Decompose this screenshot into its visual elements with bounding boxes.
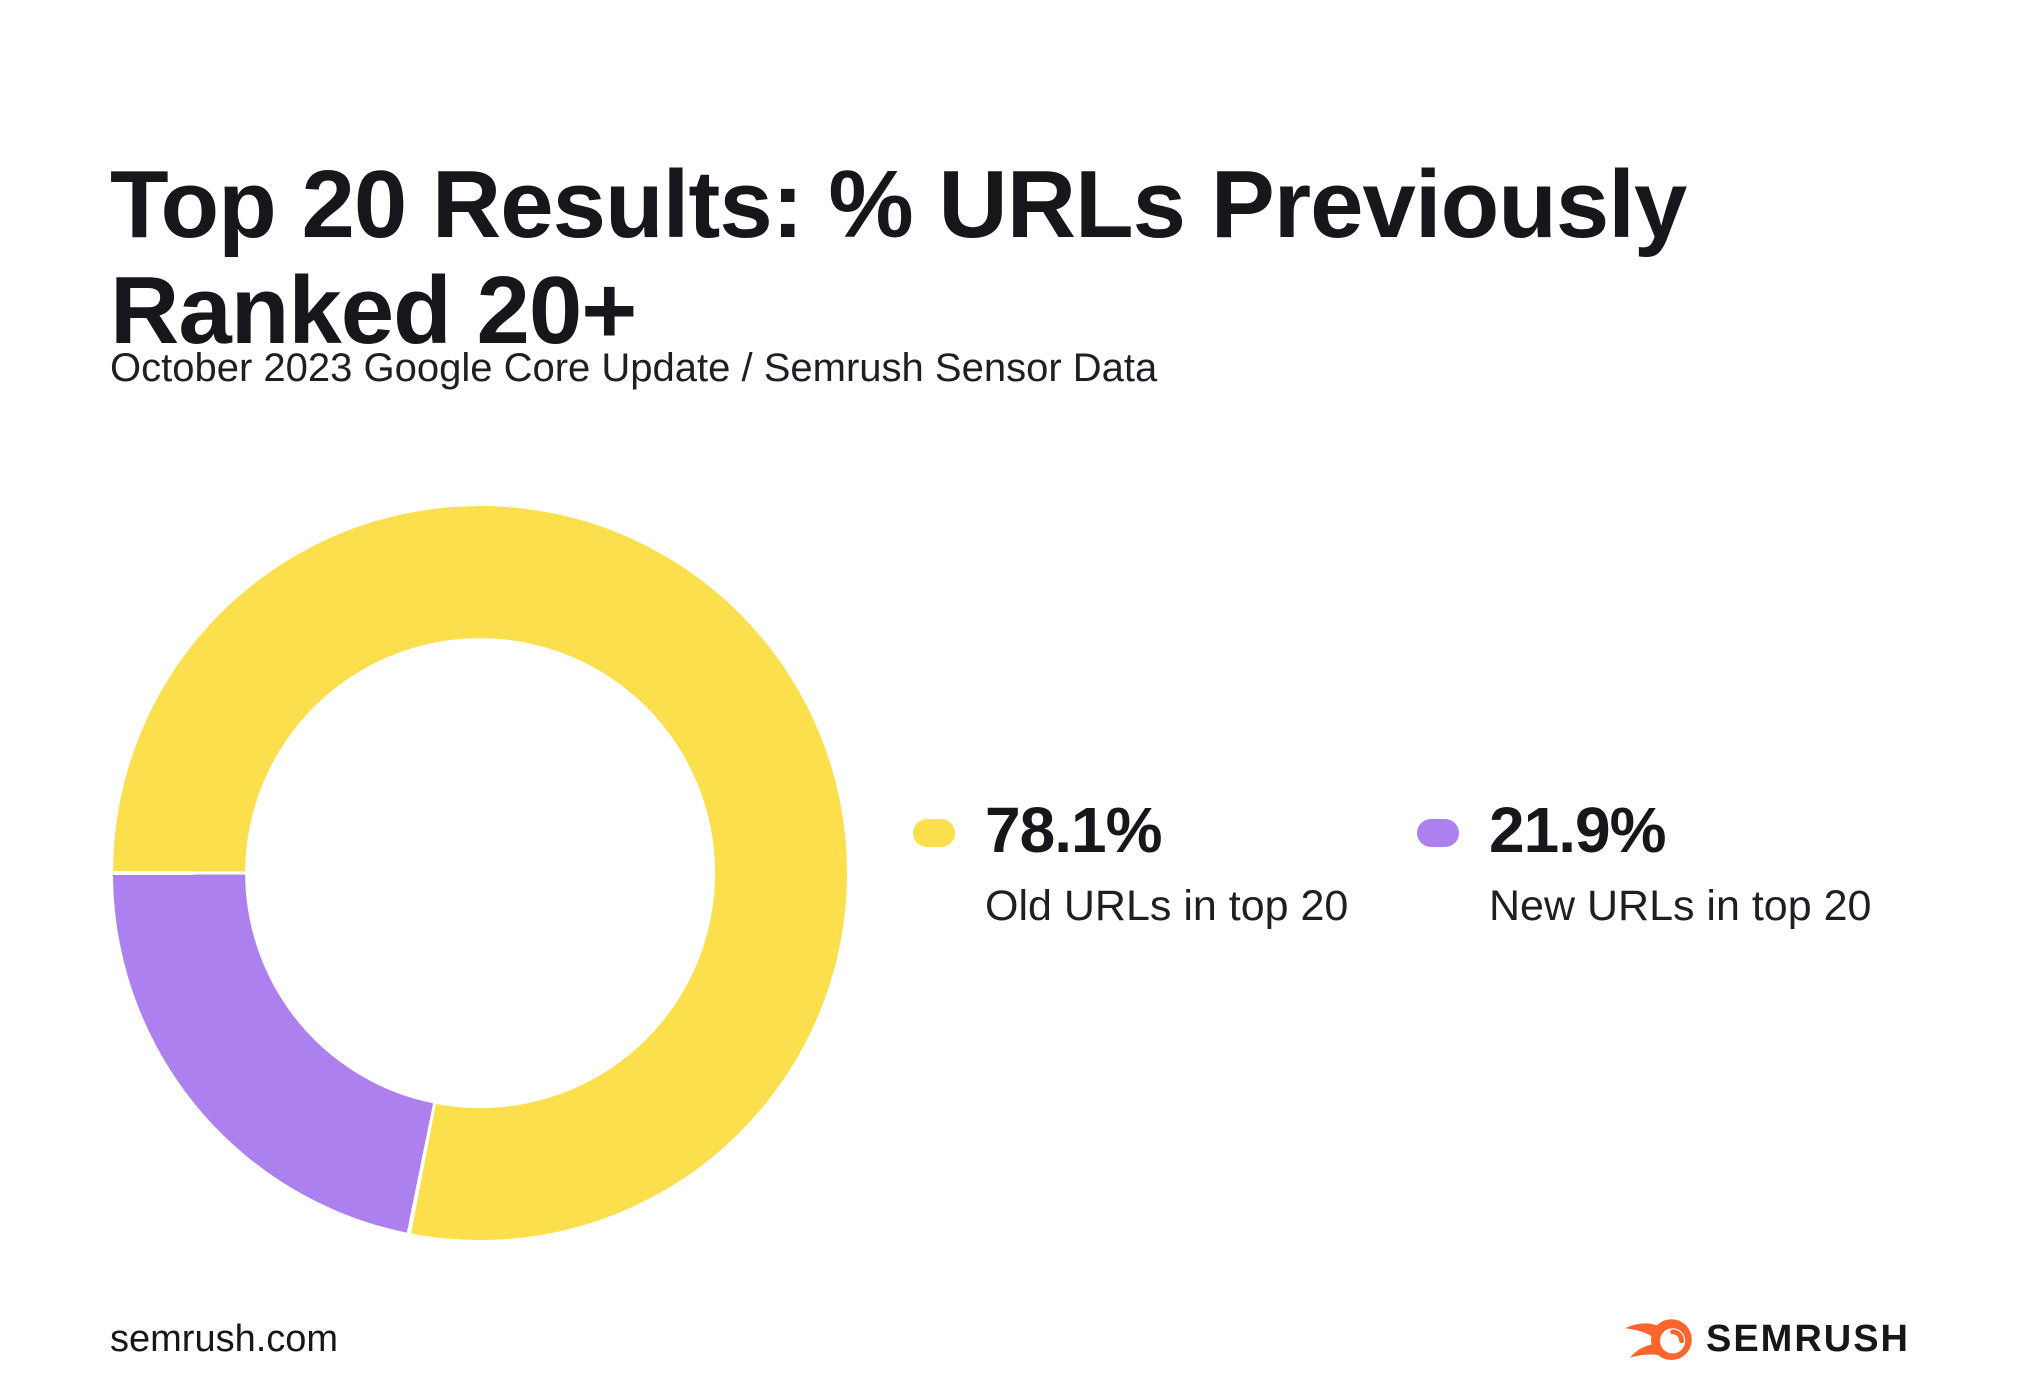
semrush-logo: SEMRUSH: [1624, 1315, 1910, 1363]
legend-value-old-urls: 78.1%: [985, 794, 1162, 866]
donut-hole: [245, 638, 715, 1108]
donut-chart: [113, 506, 847, 1240]
footer-site-url: semrush.com: [110, 1318, 339, 1360]
legend-text-old-urls: 78.1% Old URLs in top 20: [985, 798, 1348, 928]
legend-item-new-urls: 21.9% New URLs in top 20: [1417, 798, 1871, 928]
page-title-line-2: Ranked 20+: [110, 257, 637, 365]
legend-label-new-urls: New URLs in top 20: [1489, 882, 1872, 930]
legend-text-new-urls: 21.9% New URLs in top 20: [1489, 798, 1871, 928]
legend-label-old-urls: Old URLs in top 20: [985, 882, 1349, 930]
legend-swatch-new-urls: [1417, 819, 1459, 847]
page-title: Top 20 Results: % URLs Previously Ranked…: [110, 152, 1710, 364]
legend-swatch-old-urls: [913, 819, 955, 847]
legend-value-new-urls: 21.9%: [1489, 794, 1666, 866]
semrush-flame-icon: [1625, 1319, 1692, 1360]
brand-wordmark: SEMRUSH: [1705, 1317, 1910, 1360]
page-subtitle: October 2023 Google Core Update / Semrus…: [110, 346, 1158, 390]
page-title-line-1: Top 20 Results: % URLs Previously: [110, 151, 1687, 259]
legend-item-old-urls: 78.1% Old URLs in top 20: [913, 798, 1348, 928]
